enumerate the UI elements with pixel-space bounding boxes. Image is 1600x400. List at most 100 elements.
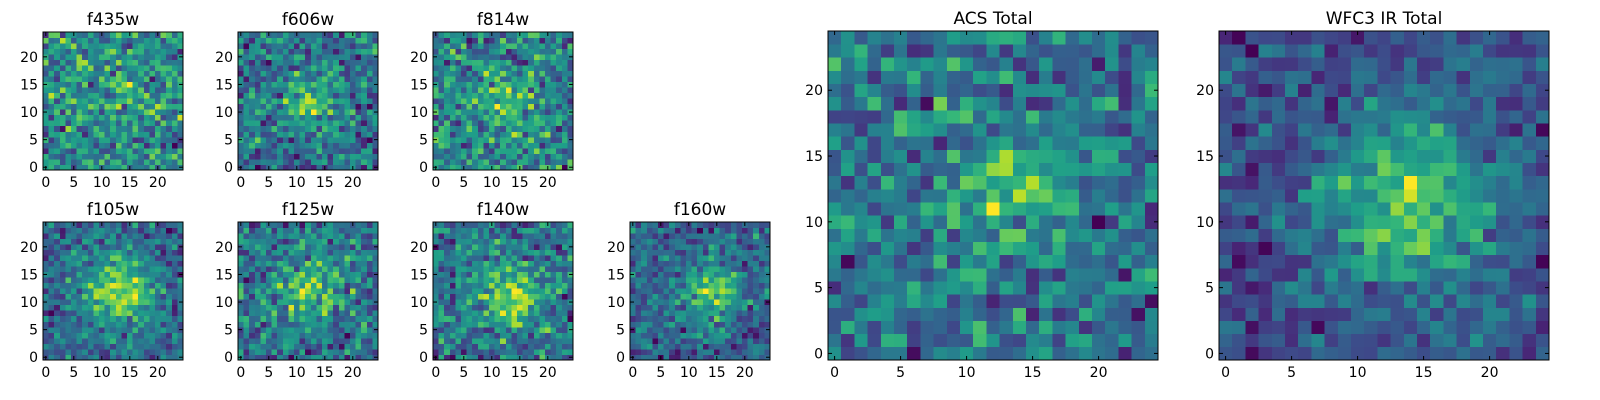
heatmap-cell <box>327 343 334 350</box>
heatmap-cell <box>466 164 473 171</box>
heatmap-cell <box>121 227 128 234</box>
heatmap-cell <box>960 175 974 190</box>
heatmap-cell <box>288 266 295 273</box>
heatmap-cell <box>361 277 368 284</box>
y-tick-label: 10 <box>215 105 233 121</box>
heatmap-cell <box>680 255 687 262</box>
heatmap-cell <box>149 282 156 289</box>
heatmap-cell <box>438 222 445 228</box>
heatmap-cell <box>87 227 94 234</box>
heatmap-cell <box>115 158 122 165</box>
heatmap-cell <box>282 54 289 60</box>
heatmap-cell <box>550 120 557 127</box>
heatmap-cell <box>254 70 261 77</box>
heatmap-cell <box>288 158 295 165</box>
heatmap-cell <box>249 54 256 60</box>
heatmap-cell <box>249 310 256 317</box>
heatmap-cell <box>138 103 145 110</box>
heatmap-cell <box>489 348 495 355</box>
heatmap-cell <box>160 260 167 267</box>
heatmap-cell <box>115 136 122 143</box>
heatmap-cell <box>333 282 340 289</box>
heatmap-cell <box>730 288 737 295</box>
heatmap-cell <box>461 103 467 110</box>
heatmap-cell <box>511 288 518 295</box>
y-tick-label: 0 <box>29 160 38 176</box>
heatmap-cell <box>1092 175 1106 190</box>
heatmap-cell <box>511 238 518 245</box>
heatmap-cell <box>254 255 261 262</box>
heatmap-cell <box>444 227 451 234</box>
heatmap-cell <box>277 288 284 295</box>
heatmap-cell <box>550 238 557 245</box>
heatmap-cell <box>132 114 139 121</box>
heatmap-cell <box>249 332 256 339</box>
heatmap-cell <box>327 164 334 171</box>
heatmap-cell <box>254 147 261 154</box>
heatmap-cell <box>177 238 184 245</box>
heatmap-cell <box>669 343 676 350</box>
heatmap-cell <box>166 120 173 127</box>
heatmap-cell <box>753 310 760 317</box>
heatmap-cell <box>310 87 317 94</box>
heatmap-cell <box>736 343 743 350</box>
heatmap-cell <box>528 103 535 110</box>
heatmap-cell <box>271 222 278 228</box>
heatmap-cell <box>522 54 529 60</box>
heatmap-cell <box>494 348 501 355</box>
heatmap-cell <box>160 343 167 350</box>
heatmap-cell <box>556 131 563 138</box>
heatmap-cell <box>680 310 687 317</box>
heatmap-cell <box>99 103 105 110</box>
heatmap-cell <box>355 271 362 278</box>
heatmap-cell <box>461 131 467 138</box>
heatmap-cell <box>758 321 765 328</box>
heatmap-cell <box>355 260 362 267</box>
heatmap-cell <box>973 162 987 177</box>
heatmap-cell <box>366 142 373 149</box>
heatmap-cell <box>87 92 94 99</box>
heatmap-cell <box>344 277 351 284</box>
heatmap-cell <box>556 70 563 77</box>
heatmap-cell <box>143 266 150 273</box>
heatmap-cell <box>561 332 568 339</box>
heatmap-cell <box>160 164 167 171</box>
heatmap-cell <box>350 282 356 289</box>
heatmap-cell <box>48 81 55 88</box>
heatmap-cell <box>489 337 495 344</box>
heatmap-cell <box>76 131 83 138</box>
heatmap-cell <box>65 304 72 311</box>
heatmap-cell <box>121 332 128 339</box>
heatmap-cell <box>561 59 568 66</box>
heatmap-cell <box>747 288 754 295</box>
heatmap-cell <box>299 255 306 262</box>
heatmap-cell <box>294 326 300 333</box>
heatmap-cell <box>449 299 456 306</box>
heatmap-cell <box>1065 294 1080 308</box>
heatmap-cell <box>764 343 771 350</box>
heatmap-cell <box>973 175 987 190</box>
heatmap-cell <box>1065 320 1080 335</box>
heatmap-cell <box>730 238 737 245</box>
heatmap-cell <box>455 125 462 132</box>
heatmap-cell <box>545 125 551 132</box>
heatmap-cell <box>299 103 306 110</box>
heatmap-cell <box>71 348 77 355</box>
heatmap-cell <box>143 354 150 361</box>
heatmap-cell <box>505 326 512 333</box>
heatmap-cell <box>641 315 648 322</box>
heatmap-cell <box>986 267 1000 282</box>
heatmap-cell <box>260 109 267 116</box>
heatmap-cell <box>143 81 150 88</box>
heatmap-cell <box>243 37 250 44</box>
heatmap-cell <box>271 348 278 355</box>
heatmap-cell <box>48 238 55 245</box>
heatmap-cell <box>658 293 664 300</box>
heatmap-cell <box>54 348 61 355</box>
heatmap-cell <box>714 260 720 267</box>
heatmap-cell <box>533 233 540 239</box>
heatmap-cell <box>697 266 704 273</box>
heatmap-cell <box>277 332 284 339</box>
heatmap-cell <box>528 227 535 234</box>
heatmap-cell <box>669 299 676 306</box>
